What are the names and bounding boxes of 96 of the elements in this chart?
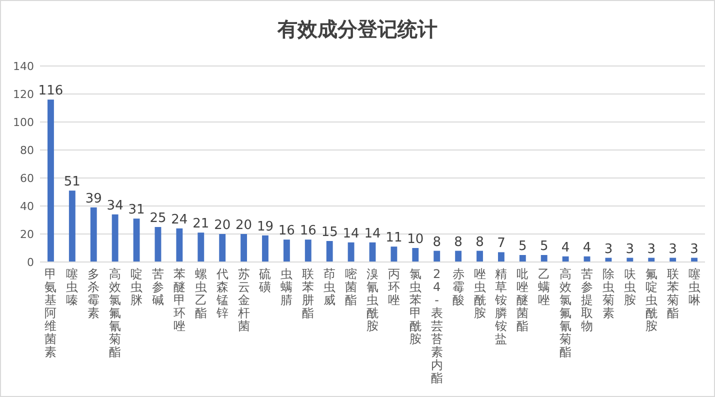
data-label: 5 (540, 239, 548, 254)
data-label: 3 (647, 242, 656, 257)
y-tick-label: 100 (13, 116, 34, 129)
bar (390, 246, 398, 262)
bar (476, 250, 483, 262)
x-tick-label: 螺虫乙酯 (194, 267, 207, 320)
bar (133, 218, 140, 262)
x-tick-label: 噻虫嗪 (66, 267, 78, 307)
data-label: 21 (192, 216, 210, 232)
x-tick-label: 多杀霉素 (88, 267, 100, 320)
data-label: 39 (85, 191, 102, 206)
x-tick-label: 精草铵膦铵盐 (494, 267, 508, 346)
bar (498, 252, 504, 262)
data-label: 4 (582, 240, 592, 256)
chart-title: 有效成分登记统计 (276, 17, 438, 41)
data-label: 19 (256, 219, 274, 234)
x-tick-label: 溴氰虫酰胺 (366, 267, 378, 333)
x-tick-label: 吡唑醚菌酯 (516, 267, 529, 333)
data-label: 8 (432, 234, 441, 250)
x-tick-label: 硫磺 (258, 267, 272, 294)
bar (176, 228, 183, 262)
y-tick-label: 0 (27, 256, 34, 269)
data-label: 31 (128, 202, 145, 218)
bar (326, 241, 333, 262)
x-tick-label: 联苯菊酯 (666, 267, 679, 320)
data-label: 11 (386, 230, 402, 246)
x-tick-label: 茚虫威 (324, 267, 336, 307)
data-label: 14 (364, 226, 381, 242)
category-label: 24-表芸苔素内酯 (430, 267, 443, 385)
bar (68, 190, 76, 262)
y-tick-label: 60 (20, 172, 34, 185)
bar (283, 240, 290, 262)
data-label: 5 (518, 239, 527, 254)
data-label: 51 (64, 174, 80, 190)
y-tick-label: 140 (13, 60, 34, 73)
x-tick-label: 唑虫酰胺 (474, 267, 486, 320)
bar (240, 234, 248, 262)
bar (369, 242, 376, 262)
x-tick-label: 苏云金杆菌 (236, 267, 250, 333)
x-tick-label: 乙螨唑 (538, 267, 550, 307)
bar (90, 207, 97, 262)
data-label: 3 (690, 242, 698, 257)
bar (455, 250, 462, 262)
bar (562, 256, 569, 262)
x-tick-label: 除虫菊素 (602, 267, 614, 320)
y-tick-label: 20 (20, 228, 34, 241)
data-label: 8 (454, 234, 462, 250)
x-tick-label: 高效氯氟氰菊酯 (560, 267, 572, 359)
y-tick-label: 120 (13, 88, 34, 101)
data-label: 14 (342, 226, 360, 242)
data-label: 7 (497, 236, 506, 252)
data-label: 16 (300, 224, 316, 239)
y-tick-label: 40 (20, 200, 34, 213)
data-label: 15 (321, 225, 338, 240)
bar (198, 232, 204, 262)
x-tick-label: 赤霉酸 (452, 267, 464, 307)
data-label: 10 (407, 232, 424, 247)
bar (540, 255, 548, 262)
y-tick-label: 80 (20, 144, 34, 157)
x-tick-label: 苦参碱 (152, 267, 164, 307)
x-tick-label: 代森锰锌 (215, 267, 228, 320)
data-label: 3 (668, 242, 677, 257)
x-tick-label: 啶虫脒 (130, 267, 143, 307)
data-label: 20 (214, 218, 231, 233)
bar (219, 234, 226, 262)
data-label: 3 (626, 242, 634, 257)
x-tick-label: 噻虫啉 (688, 267, 700, 307)
data-label: 20 (236, 218, 252, 233)
data-label: 116 (38, 84, 64, 99)
x-tick-label: 丙环唑 (388, 267, 400, 307)
data-label: 25 (150, 211, 166, 226)
bar (48, 100, 54, 262)
bar (154, 227, 162, 262)
x-tick-label: 联苯肼酯 (302, 267, 314, 320)
bar (412, 248, 419, 262)
x-tick-label: 氟啶虫酰胺 (645, 267, 658, 333)
data-label: 34 (106, 198, 124, 214)
bar (262, 235, 268, 262)
bar (434, 250, 440, 262)
x-tick-label: 苯醚甲环唑 (173, 267, 186, 333)
x-tick-label: 嘧菌酯 (345, 267, 358, 307)
x-tick-label: 高效氯氟氰菊酯 (109, 267, 122, 359)
data-label: 24 (171, 212, 188, 228)
bar (304, 240, 312, 262)
bar (112, 214, 118, 262)
data-label: 16 (278, 224, 295, 239)
x-tick-label: 氯虫苯甲酰胺 (409, 267, 422, 346)
data-label: 4 (561, 240, 570, 256)
data-label: 8 (476, 234, 484, 250)
data-label: 3 (604, 242, 613, 257)
bar (519, 255, 526, 262)
x-tick-label: 苦参提取物 (581, 267, 594, 333)
x-tick-label: 呋虫胺 (624, 267, 636, 307)
x-tick-label: 甲氨基阿维菌素 (44, 267, 57, 359)
x-tick-label: 虫螨腈 (280, 267, 293, 307)
bar (348, 242, 354, 262)
